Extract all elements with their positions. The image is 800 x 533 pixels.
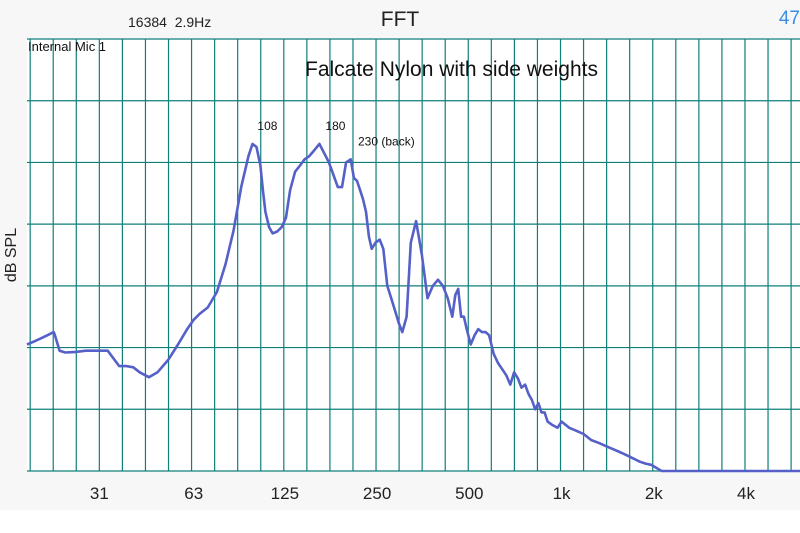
top-bar <box>0 0 800 38</box>
x-tick-label: 125 <box>271 484 299 503</box>
peak-annotation: 180 <box>325 119 345 133</box>
peak-annotation: 108 <box>257 119 277 133</box>
x-tick-label: 250 <box>363 484 391 503</box>
chart-title: Falcate Nylon with side weights <box>305 58 598 81</box>
x-axis-strip <box>0 472 800 510</box>
app-title: FFT <box>380 8 420 31</box>
peak-annotation: 230 (back) <box>358 134 415 148</box>
x-tick-label: 500 <box>455 484 483 503</box>
left-strip <box>0 38 27 472</box>
peak-annotations: 108 180 230 (back) <box>257 119 414 148</box>
x-tick-label: 1k <box>553 484 571 503</box>
spectrum-line <box>26 142 800 473</box>
x-tick-label: 63 <box>184 484 203 503</box>
x-tick-label: 4k <box>737 484 755 503</box>
plot-area <box>27 39 800 471</box>
header-value[interactable]: 47 <box>778 8 800 29</box>
x-tick-labels: 31 63 125 250 500 1k 2k 4k <box>90 484 756 503</box>
grid <box>27 38 800 472</box>
fft-size-resolution: 16384 2.9Hz <box>128 14 212 30</box>
y-axis-label: dB SPL <box>3 227 20 283</box>
x-tick-label: 31 <box>90 484 109 503</box>
input-source-label[interactable]: Internal Mic 1 <box>28 39 107 54</box>
x-tick-label: 2k <box>645 484 663 503</box>
